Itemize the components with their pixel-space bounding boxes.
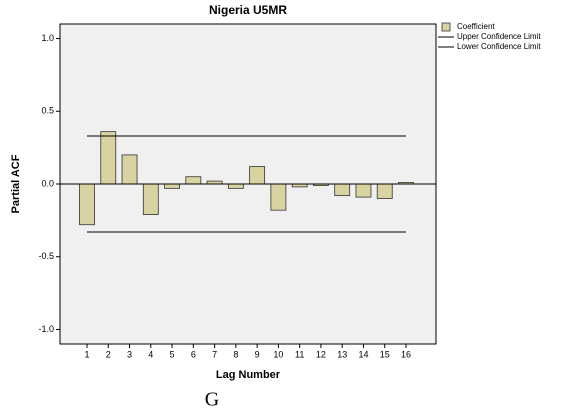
y-axis-label: Partial ACF: [10, 154, 22, 213]
y-tick-label: 1.0: [41, 33, 54, 43]
y-tick-label: -0.5: [38, 251, 54, 261]
y-tick-label: -1.0: [38, 324, 54, 334]
x-tick-label: 13: [337, 349, 347, 359]
x-tick-label: 5: [170, 349, 175, 359]
legend-label: Lower Confidence Limit: [457, 42, 541, 51]
bar: [164, 183, 180, 189]
y-tick-label: 0.5: [41, 106, 54, 116]
bar: [249, 166, 266, 185]
x-tick-label: 12: [316, 349, 326, 359]
y-tick-label: 0.0: [41, 178, 54, 188]
x-tick-label: 9: [255, 349, 260, 359]
legend-label: Coefficient: [457, 22, 495, 31]
x-axis-label: Lag Number: [216, 369, 281, 381]
x-tick-label: 16: [401, 349, 411, 359]
bar: [142, 183, 159, 215]
bar: [100, 131, 117, 185]
bar: [334, 183, 351, 197]
chart-title: Nigeria U5MR: [209, 3, 287, 17]
x-tick-label: 4: [148, 349, 153, 359]
bar: [79, 183, 95, 226]
caption: G: [205, 389, 219, 411]
bar: [376, 183, 393, 199]
x-tick-label: 11: [295, 349, 304, 359]
bar: [355, 183, 372, 198]
x-tick-label: 10: [273, 349, 283, 359]
x-tick-label: 15: [380, 349, 390, 359]
x-tick-label: 7: [212, 349, 217, 359]
x-tick-label: 8: [233, 349, 238, 359]
x-tick-label: 2: [106, 349, 111, 359]
bar: [270, 183, 287, 211]
bar: [185, 176, 202, 185]
bar: [121, 154, 138, 185]
x-tick-label: 14: [358, 349, 368, 359]
bar: [227, 183, 244, 189]
legend-label: Upper Confidence Limit: [457, 32, 541, 41]
x-tick-label: 3: [127, 349, 132, 359]
x-tick-label: 1: [84, 349, 89, 359]
legend-swatch: [441, 22, 451, 32]
x-tick-label: 6: [191, 349, 196, 359]
